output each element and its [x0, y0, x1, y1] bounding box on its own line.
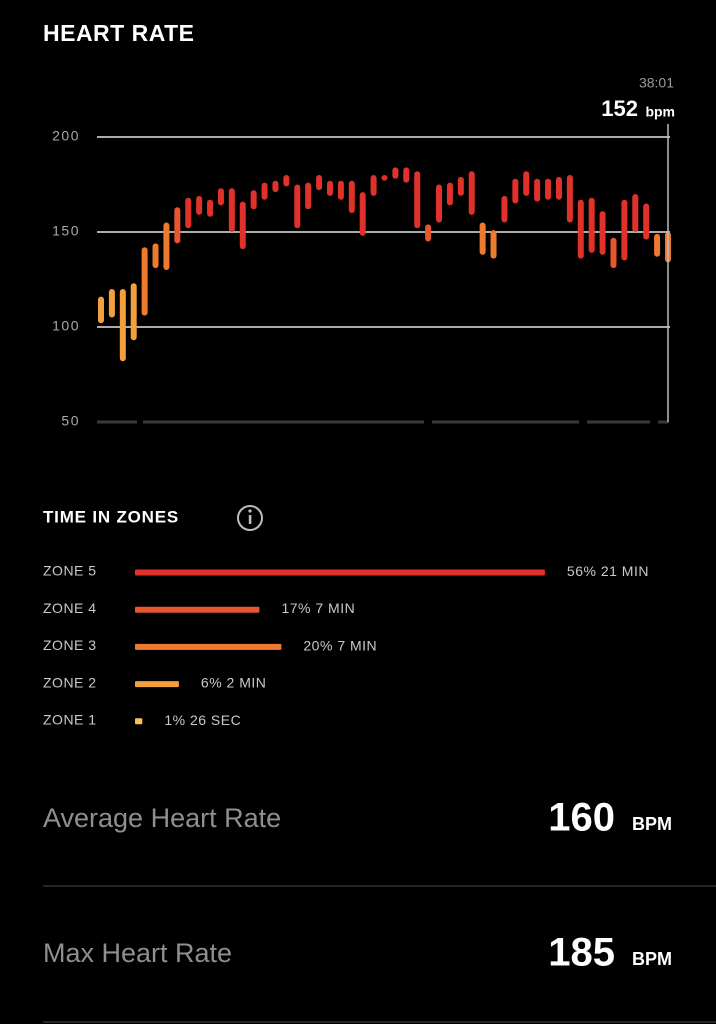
zone-duration: 7 MIN [315, 600, 355, 616]
hr-bar [316, 175, 323, 191]
hr-bar [534, 178, 541, 202]
stat-value: 160 [548, 796, 615, 840]
y-tick-label: 150 [52, 223, 80, 239]
zone-duration: 26 SEC [190, 712, 241, 728]
hr-bar [130, 283, 137, 341]
zone-bar [135, 681, 179, 688]
hr-bar [294, 184, 301, 229]
hr-bar [207, 199, 214, 217]
hr-bar [283, 175, 290, 187]
y-tick-label: 50 [61, 413, 80, 429]
hr-bar [414, 171, 421, 229]
hr-bar [370, 175, 377, 196]
cursor-value: 152 [601, 96, 638, 121]
info-circle [237, 505, 263, 531]
zone-label: ZONE 2 [43, 674, 97, 690]
stat-unit: BPM [632, 949, 672, 969]
zone-label: ZONE 1 [43, 712, 97, 728]
hr-bar [261, 182, 268, 200]
hr-bar [392, 167, 399, 179]
hr-bar [599, 211, 606, 255]
cursor-time: 38:01 [639, 75, 674, 91]
stat-unit: BPM [632, 814, 672, 834]
y-tick-label: 200 [52, 128, 80, 144]
cursor-unit: bpm [645, 104, 675, 120]
zone-value: 6% 2 MIN [201, 674, 266, 690]
zone-duration: 21 MIN [601, 563, 649, 579]
info-icon[interactable] [237, 505, 263, 531]
hr-bar [501, 195, 508, 223]
hr-bar [326, 180, 333, 196]
zone-bar [135, 569, 545, 576]
zone-percent: 56% [567, 563, 597, 579]
info-dot [248, 509, 252, 513]
hr-bar [545, 178, 552, 200]
hr-bar [239, 201, 246, 250]
zones-title: TIME IN ZONES [43, 507, 179, 526]
hr-bar [446, 182, 453, 206]
hr-bar [163, 222, 170, 270]
zone-value: 17% 7 MIN [281, 600, 355, 616]
zone-value: 1% 26 SEC [164, 712, 241, 728]
hr-bar [577, 199, 584, 259]
zone-percent: 20% [303, 637, 333, 653]
hr-bar [272, 180, 279, 193]
y-tick-label: 100 [52, 318, 80, 334]
hr-bar [425, 224, 432, 242]
hr-bar [566, 175, 573, 223]
hr-bar [654, 233, 661, 257]
hr-bar [512, 178, 519, 204]
hr-bar [381, 175, 388, 181]
hr-bar [555, 176, 562, 200]
stat-value: 185 [548, 931, 615, 975]
zone-duration: 2 MIN [227, 674, 267, 690]
zone-percent: 17% [281, 600, 311, 616]
hr-bar [108, 289, 115, 318]
hr-bar [479, 222, 486, 255]
hr-bar [141, 247, 148, 316]
zone-label: ZONE 5 [43, 563, 97, 579]
info-stem [248, 515, 252, 524]
stat-label: Average Heart Rate [43, 803, 281, 833]
hr-bar [490, 230, 497, 259]
hr-bar [468, 171, 475, 215]
hr-bar [348, 180, 355, 213]
title: HEART RATE [43, 20, 195, 46]
hr-bar [98, 296, 104, 324]
hr-bar [610, 237, 617, 269]
stat-label: Max Heart Rate [43, 938, 232, 968]
hr-bar [228, 188, 235, 232]
zone-label: ZONE 3 [43, 637, 97, 653]
zone-bar [135, 718, 143, 725]
zone-percent: 6% [201, 674, 222, 690]
hr-bar [643, 203, 650, 240]
zone-bar [135, 643, 282, 650]
hr-bar [632, 194, 639, 232]
hr-bar [250, 190, 257, 210]
hr-bar [588, 197, 595, 253]
zone-label: ZONE 4 [43, 600, 97, 616]
hr-bar [436, 184, 443, 223]
hr-bar [337, 180, 344, 200]
hr-bar [457, 176, 464, 196]
hr-bar [152, 243, 159, 269]
hr-bar [119, 289, 126, 362]
hr-bar [621, 199, 628, 261]
zone-percent: 1% [164, 712, 185, 728]
hr-bar [403, 167, 410, 183]
hr-bar [196, 195, 203, 215]
hr-bar [185, 197, 192, 229]
zone-value: 56% 21 MIN [567, 563, 649, 579]
zone-value: 20% 7 MIN [303, 637, 377, 653]
hr-bar [523, 171, 530, 196]
zone-bar [135, 606, 260, 613]
hr-bar [174, 207, 181, 244]
hr-bar [359, 192, 366, 236]
hr-bar [305, 182, 312, 210]
hr-bar [217, 188, 224, 206]
zone-duration: 7 MIN [337, 637, 377, 653]
